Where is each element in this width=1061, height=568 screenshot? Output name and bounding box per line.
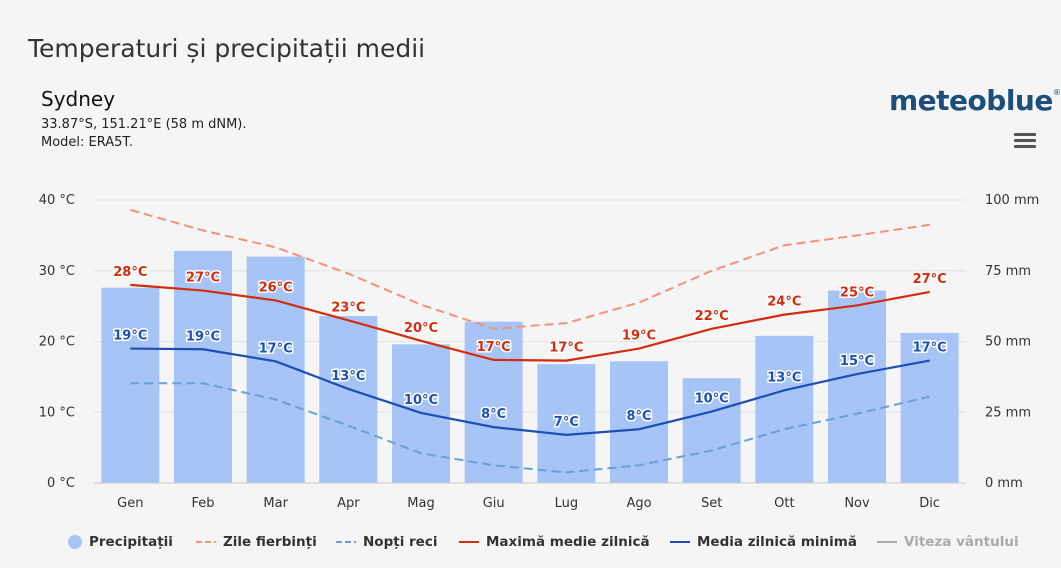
data-label: 26°C [259, 280, 293, 295]
y-right-tick-label: 100 mm [985, 193, 1039, 208]
legend-label: Viteza vântului [904, 534, 1019, 550]
legend-label: Zile fierbinți [223, 534, 317, 550]
series-line [130, 283, 930, 362]
precipitation-bar [174, 250, 232, 483]
city-name: Sydney [41, 87, 116, 111]
x-tick-label: Giu [483, 496, 505, 511]
precipitation-bar [537, 364, 596, 483]
x-tick-label: Mar [263, 496, 288, 511]
solid-line-icon [459, 540, 479, 544]
data-label: 13°C [331, 369, 365, 384]
data-label: 28°C [113, 265, 147, 280]
y-right-tick-label: 25 mm [985, 405, 1031, 420]
series-line [130, 382, 930, 474]
legend-daily-min[interactable]: Media zilnică minimă [670, 534, 857, 550]
series-line [130, 347, 930, 436]
legend-cold-nights[interactable]: Nopți reci [336, 534, 437, 550]
x-tick-label: Feb [191, 496, 214, 511]
y-left-tick-label: 10 °C [39, 405, 75, 420]
y-left-tick-label: 20 °C [39, 335, 75, 350]
data-label: 17°C [477, 340, 511, 355]
legend-wind-speed[interactable]: Viteza vântului [877, 534, 1019, 550]
precipitation-bar [101, 287, 160, 483]
data-label: 27°C [913, 272, 947, 287]
data-label: 25°C [840, 285, 874, 300]
precipitation-bar [610, 361, 668, 483]
x-tick-label: Set [701, 496, 722, 511]
data-label: 17°C [549, 341, 583, 356]
data-label: 19°C [622, 329, 656, 344]
precipitation-bar [464, 321, 523, 483]
precipitation-dot-icon [68, 535, 82, 549]
y-right-tick-label: 0 mm [985, 476, 1023, 491]
x-tick-label: Mag [407, 496, 434, 511]
x-tick-label: Ago [626, 496, 651, 511]
meteoblue-logo[interactable]: meteoblue® [889, 84, 1061, 117]
data-label: 15°C [840, 354, 874, 369]
data-label: 22°C [695, 309, 729, 324]
y-right-tick-label: 75 mm [985, 264, 1031, 279]
legend-hot-days[interactable]: Zile fierbinți [196, 534, 317, 550]
legend-label: Precipitații [89, 534, 173, 550]
data-label: 24°C [767, 295, 801, 310]
legend-daily-max[interactable]: Maximă medie zilnică [459, 534, 650, 550]
data-label: 10°C [695, 392, 729, 407]
page-title: Temperaturi și precipitații medii [28, 34, 426, 63]
legend-label: Nopți reci [363, 534, 438, 550]
precipitation-bar [828, 290, 886, 483]
data-label: 20°C [404, 321, 438, 336]
data-label: 27°C [186, 271, 220, 286]
data-label: 17°C [259, 341, 293, 356]
hamburger-menu-icon[interactable] [1014, 133, 1036, 151]
solid-line-icon [670, 540, 690, 544]
y-left-tick-label: 0 °C [47, 476, 75, 491]
model-label: Model: ERA5T. [41, 135, 133, 150]
climate-chart: 40 °C 30 °C 20 °C 10 °C 0 °C 100 mm 75 mm 50 mm… [39, 193, 1040, 511]
data-label: 13°C [767, 370, 801, 385]
x-tick-label: Dic [919, 496, 940, 511]
data-label: 8°C [481, 407, 506, 422]
data-label: 10°C [404, 393, 438, 408]
legend-label: Media zilnică minimă [697, 534, 857, 550]
x-tick-label: Ott [774, 496, 794, 511]
dashed-line-icon [336, 541, 356, 543]
solid-line-icon [877, 540, 897, 544]
y-left-tick-label: 30 °C [39, 264, 75, 279]
dashed-line-icon [196, 541, 216, 543]
data-label: 23°C [331, 300, 365, 315]
legend-precipitation[interactable]: Precipitații [68, 534, 173, 550]
data-label: 8°C [626, 409, 651, 424]
precipitation-bar [682, 378, 741, 483]
registered-mark: ® [1052, 88, 1061, 97]
precipitation-bar [319, 316, 378, 483]
x-tick-label: Lug [555, 496, 579, 511]
x-tick-label: Apr [337, 496, 360, 511]
data-label: 19°C [186, 329, 220, 344]
x-tick-label: Nov [844, 496, 870, 511]
data-label: 19°C [113, 329, 147, 344]
legend-label: Maximă medie zilnică [486, 534, 650, 550]
y-left-tick-label: 40 °C [39, 193, 75, 208]
coordinates: 33.87°S, 151.21°E (58 m dNM). [41, 117, 247, 132]
x-tick-label: Gen [117, 496, 143, 511]
data-label: 7°C [554, 415, 579, 430]
data-label: 17°C [913, 341, 947, 356]
chart-legend: Precipitații Zile fierbinți Nopți reci M… [0, 530, 1061, 558]
logo-text: meteoblue [889, 84, 1053, 117]
precipitation-bar [755, 335, 814, 483]
precipitation-bar [900, 333, 959, 483]
y-right-tick-label: 50 mm [985, 335, 1031, 350]
